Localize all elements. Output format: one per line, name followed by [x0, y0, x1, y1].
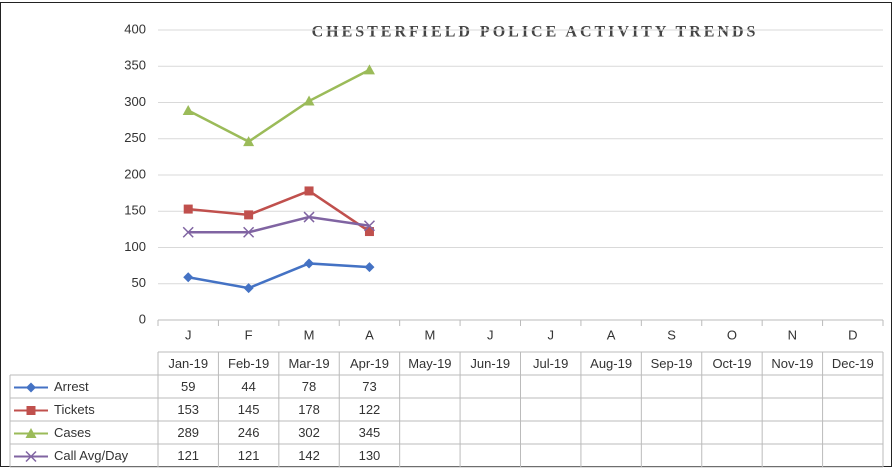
table-header: Aug-19 [590, 356, 632, 371]
y-tick-label: 400 [124, 21, 146, 36]
table-cell: 302 [298, 425, 320, 440]
point [303, 95, 315, 106]
point [304, 258, 315, 269]
table-header: Feb-19 [228, 356, 269, 371]
y-tick-label: 0 [139, 311, 146, 326]
y-tick-label: 350 [124, 58, 146, 73]
point [363, 220, 375, 232]
x-tick-label: J [487, 327, 494, 342]
legend-label: Cases [54, 425, 91, 440]
table-header: Oct-19 [712, 356, 751, 371]
point [304, 186, 314, 196]
x-tick-label: J [185, 327, 192, 342]
table-cell: 44 [241, 379, 255, 394]
y-tick-label: 50 [132, 275, 146, 290]
table-cell: 121 [177, 448, 199, 463]
series-line [188, 215, 370, 234]
legend-marker [26, 382, 36, 393]
table-header: Apr-19 [350, 356, 389, 371]
table-header: Sep-19 [651, 356, 693, 371]
point [243, 136, 255, 147]
table-cell: 122 [359, 402, 381, 417]
table-cell: 153 [177, 402, 199, 417]
x-tick-label: N [788, 327, 797, 342]
x-tick-label: S [667, 327, 676, 342]
point [303, 211, 315, 223]
table-cell: 73 [362, 379, 376, 394]
y-tick-label: 150 [124, 203, 146, 218]
legend-label: Arrest [54, 379, 89, 394]
table-cell: 59 [181, 379, 195, 394]
point [244, 210, 254, 220]
point [183, 272, 194, 283]
legend-marker [26, 406, 36, 415]
y-tick-label: 250 [124, 130, 146, 145]
table-header: Nov-19 [771, 356, 813, 371]
y-tick-label: 200 [124, 166, 146, 181]
table-header: Jul-19 [533, 356, 568, 371]
point [243, 283, 254, 294]
point [364, 262, 375, 273]
x-tick-label: O [727, 327, 737, 342]
series-line [187, 68, 371, 144]
table-cell: 130 [359, 448, 381, 463]
table-cell: 178 [298, 402, 320, 417]
series-line [187, 262, 370, 290]
table-header: Dec-19 [832, 356, 874, 371]
x-tick-label: J [547, 327, 554, 342]
legend-label: Call Avg/Day [54, 448, 129, 463]
point [182, 226, 194, 238]
x-tick-label: D [848, 327, 857, 342]
x-tick-label: M [424, 327, 435, 342]
point [183, 204, 193, 214]
table-cell: 289 [177, 425, 199, 440]
legend-label: Tickets [54, 402, 95, 417]
point [364, 227, 374, 237]
table-header: May-19 [408, 356, 451, 371]
legend-marker [25, 450, 37, 463]
y-tick-label: 100 [124, 239, 146, 254]
table-cell: 78 [302, 379, 316, 394]
point [243, 226, 255, 238]
table-header: Mar-19 [288, 356, 329, 371]
chart-title: CHESTERFIELD POLICE ACTIVITY TRENDS [312, 24, 759, 41]
x-tick-label: F [245, 327, 253, 342]
table-cell: 345 [359, 425, 381, 440]
legend-marker [25, 428, 37, 438]
table-cell: 246 [238, 425, 260, 440]
series-line [188, 189, 371, 233]
table-cell: 142 [298, 448, 320, 463]
point [363, 64, 375, 75]
x-tick-label: A [607, 327, 616, 342]
table-header: Jun-19 [470, 356, 510, 371]
table-cell: 121 [238, 448, 260, 463]
point [182, 104, 194, 115]
x-tick-label: A [365, 327, 374, 342]
table-cell: 145 [238, 402, 260, 417]
x-tick-label: M [304, 327, 315, 342]
table-header: Jan-19 [168, 356, 208, 371]
y-tick-label: 300 [124, 94, 146, 109]
